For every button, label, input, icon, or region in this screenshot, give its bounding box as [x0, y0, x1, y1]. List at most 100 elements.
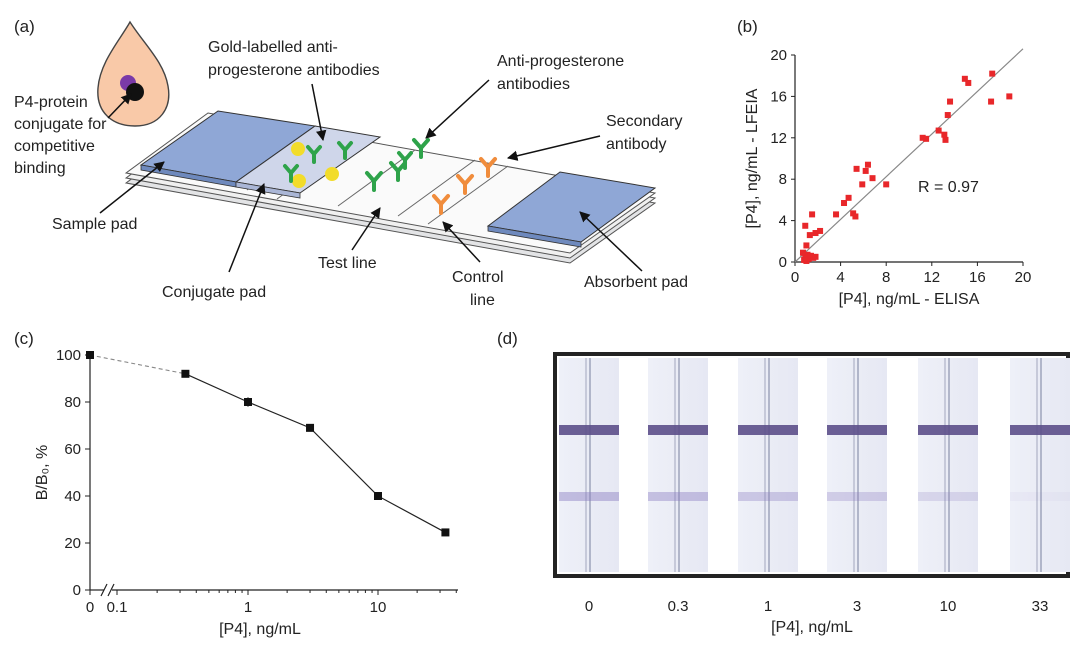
- lateral-flow-strip: [124, 110, 657, 264]
- callout-conjugate-2: conjugate for: [14, 116, 107, 133]
- strip-body: [918, 358, 978, 572]
- scatter-point: [804, 251, 811, 258]
- scatter-point: [864, 161, 871, 168]
- data-point: [374, 492, 382, 500]
- panel-label-d: (d): [497, 329, 518, 348]
- y-tick-label: 12: [770, 130, 787, 147]
- axis-break-mark: [100, 583, 115, 597]
- strip-body: [738, 358, 798, 572]
- strip-body: [559, 358, 619, 572]
- panel-d: (d) 0 0.3 1 3 10 33 [P4], ng/mL: [497, 329, 1070, 636]
- line-chart-series: [86, 351, 450, 537]
- callout-absorbent-pad: Absorbent pad: [584, 274, 688, 291]
- scatter-point: [852, 213, 859, 220]
- callout-gold-1: Gold-labelled anti-: [208, 39, 338, 56]
- scatter-point: [850, 210, 857, 217]
- callout-conjugate-1: P4-protein: [14, 94, 88, 111]
- strip-label: 10: [940, 598, 957, 615]
- y-axis-title: [P4], ng/mL - LFEIA: [744, 88, 761, 228]
- data-point: [86, 351, 94, 359]
- callout-test-line: Test line: [318, 255, 377, 272]
- x-tick-label: 0.1: [107, 599, 128, 616]
- scatter-point: [817, 227, 824, 234]
- callout-conjugate-3: competitive: [14, 138, 95, 155]
- callout-gold-2: progesterone antibodies: [208, 62, 380, 79]
- strip-label: 0.3: [668, 598, 689, 615]
- scatter-point: [942, 136, 949, 143]
- callout-sample-pad: Sample pad: [52, 216, 137, 233]
- test-band: [559, 492, 619, 501]
- y-tick-label: 16: [770, 88, 787, 105]
- x-tick-label: 12: [923, 269, 940, 286]
- control-band: [918, 425, 978, 435]
- panel-label-a: (a): [14, 17, 35, 36]
- callout-arrows: [99, 79, 643, 273]
- test-band: [648, 492, 708, 501]
- scatter-point: [919, 134, 926, 141]
- callout-conjugate-4: binding: [14, 160, 66, 177]
- callout-anti-2: antibodies: [497, 76, 570, 93]
- strip-label: 1: [764, 598, 772, 615]
- y-tick-label: 8: [779, 171, 787, 188]
- y-tick-label: 0: [779, 254, 787, 271]
- control-band: [738, 425, 798, 435]
- x-tick-label: 1: [244, 599, 252, 616]
- conjugate-dot: [126, 83, 144, 101]
- strip-concentration-labels: 0 0.3 1 3 10 33: [585, 598, 1049, 615]
- data-point: [244, 398, 252, 406]
- scatter-point: [935, 127, 942, 134]
- series-segment-dashed: [89, 354, 186, 375]
- x-tick-label: 10: [370, 599, 387, 616]
- test-band: [1010, 492, 1070, 501]
- scatter-point: [988, 98, 995, 105]
- panel-label-b: (b): [737, 17, 758, 36]
- scatter-points: [799, 70, 1013, 264]
- series-line: [185, 373, 446, 533]
- y-tick-label: 20: [770, 47, 787, 64]
- scatter-axes: 0 4 8 12 16 20 0 4 8 12 16 20 [P4], ng/mL - ELISA [P4…: [744, 47, 1031, 308]
- panel-b: (b) 0 4 8 12 16 20 0 4 8 12 16 20 [P4], ng/mL - ELIS…: [737, 17, 1031, 308]
- correlation-text: R = 0.97: [918, 179, 979, 196]
- test-band: [827, 492, 887, 501]
- x-axis-title: [P4], ng/mL: [219, 621, 301, 638]
- scatter-point: [961, 75, 968, 82]
- scatter-point: [965, 79, 972, 86]
- strip-body: [1010, 358, 1070, 572]
- scatter-point: [989, 70, 996, 77]
- scatter-point: [944, 112, 951, 119]
- scatter-point: [803, 242, 810, 249]
- x-axis-title: [P4], ng/mL - ELISA: [839, 291, 980, 308]
- control-band: [827, 425, 887, 435]
- callout-control-line-2: line: [470, 292, 495, 309]
- scatter-point: [941, 131, 948, 138]
- scatter-point: [841, 200, 848, 207]
- y-tick-label: 40: [64, 488, 81, 505]
- strip-body: [648, 358, 708, 572]
- x-tick-label: 16: [969, 269, 986, 286]
- scatter-point: [862, 167, 869, 174]
- cell-illustration: [97, 20, 170, 127]
- callout-control-line-1: Control: [452, 269, 504, 286]
- scatter-point: [812, 230, 819, 237]
- callout-secondary-1: Secondary: [606, 113, 683, 130]
- scatter-point: [806, 232, 813, 239]
- test-strip: [1010, 358, 1070, 572]
- strip-label: 3: [853, 598, 861, 615]
- line-chart-axes: 0 20 40 60 80 100 0 0.1 1 10 [P4], ng/mL B/B₀, %: [34, 347, 458, 638]
- scatter-point: [1006, 93, 1013, 100]
- strip-body: [827, 358, 887, 572]
- callout-secondary-2: antibody: [606, 136, 667, 153]
- x-tick-label: 0: [86, 599, 94, 616]
- data-point: [181, 369, 190, 378]
- data-point: [306, 423, 315, 432]
- test-strips: [559, 358, 1070, 572]
- control-band: [648, 425, 708, 435]
- test-strip: [738, 358, 798, 572]
- x-tick-label: 8: [882, 269, 890, 286]
- scatter-point: [883, 181, 890, 188]
- y-tick-label: 80: [64, 394, 81, 411]
- scatter-point: [802, 222, 809, 229]
- callout-conjugate-pad: Conjugate pad: [162, 284, 266, 301]
- scatter-point: [833, 211, 840, 218]
